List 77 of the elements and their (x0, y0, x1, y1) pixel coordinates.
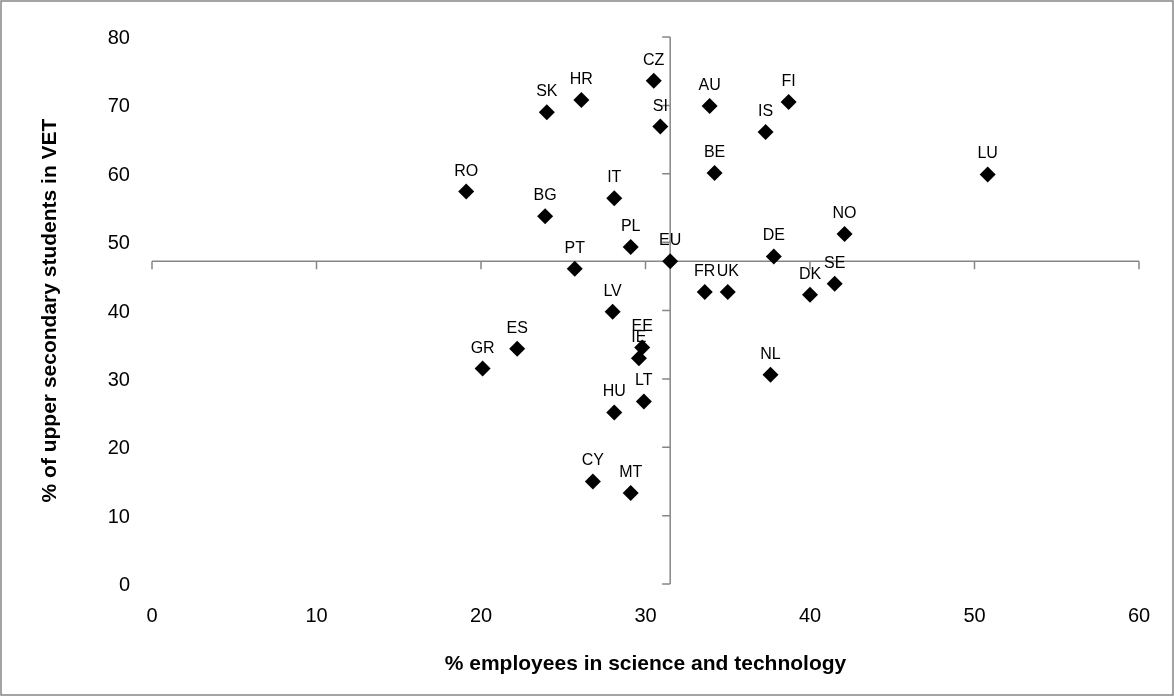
series-label: NO (832, 203, 857, 221)
series-label: LT (635, 371, 653, 389)
point (474, 360, 491, 377)
point (538, 104, 555, 121)
series-label: PL (620, 216, 641, 234)
point (622, 485, 639, 502)
y-tick-label: 70 (107, 94, 130, 117)
x-axis-title: % employees in science and technology (444, 651, 847, 674)
series-label: IT (607, 168, 622, 186)
point (573, 91, 590, 108)
point (719, 284, 736, 301)
series-label: RO (454, 161, 479, 179)
series-label: LU (977, 144, 998, 162)
x-tick-label: 20 (469, 604, 493, 626)
series-label: CZ (643, 50, 665, 68)
series-label: IS (758, 102, 774, 120)
x-tick-label: 10 (305, 604, 328, 626)
y-tick-label: 20 (107, 436, 130, 459)
series-label: HR (569, 69, 593, 87)
point (696, 284, 713, 301)
point (780, 93, 797, 110)
series-label: PT (564, 238, 586, 256)
y-tick-label: 60 (107, 162, 130, 185)
x-tick-label: 40 (798, 604, 822, 626)
series-label: FI (781, 71, 796, 89)
point (836, 225, 853, 242)
point (458, 183, 475, 200)
point (802, 286, 818, 303)
series-label: GR (470, 338, 495, 356)
series-label: UK (716, 262, 740, 280)
y-tick-label: 0 (118, 573, 130, 595)
point (757, 124, 774, 141)
series-label: SK (536, 82, 558, 100)
series-label: SI (652, 96, 668, 114)
point (584, 473, 601, 490)
x-tick-label: 0 (146, 604, 158, 626)
point (537, 208, 554, 225)
series-label: AU (698, 76, 721, 94)
y-tick-label: 40 (107, 299, 130, 322)
series-label: BE (703, 143, 726, 161)
point (762, 366, 779, 383)
series-label: BG (533, 186, 557, 204)
point (566, 260, 583, 277)
y-tick-label: 80 (107, 26, 130, 48)
point (645, 72, 662, 89)
point (652, 118, 669, 135)
point (979, 166, 996, 183)
y-tick-label: 30 (107, 367, 130, 390)
y-tick-label: 10 (107, 504, 130, 527)
x-tick-label: 30 (634, 604, 657, 626)
point (662, 253, 679, 270)
series-label: DE (762, 226, 785, 244)
point (606, 190, 623, 207)
point (706, 165, 723, 182)
point (604, 303, 621, 320)
series-label: DK (798, 264, 822, 282)
series-label: CY (581, 451, 605, 469)
y-axis-title: % of upper secondary students in VET (37, 118, 60, 503)
series-label: SE (824, 253, 846, 271)
point (622, 238, 639, 255)
series-label: LV (603, 281, 623, 299)
series-label: FR (694, 262, 716, 280)
point (635, 393, 652, 410)
series-label: ES (506, 318, 528, 336)
point (701, 98, 718, 115)
point (826, 275, 843, 292)
series-label: EU (659, 231, 682, 249)
x-tick-label: 50 (963, 604, 986, 626)
point (606, 404, 623, 421)
x-tick-label: 60 (1127, 604, 1151, 626)
y-tick-label: 50 (107, 231, 130, 254)
series-label: MT (619, 463, 643, 481)
point (630, 350, 647, 367)
point (765, 248, 782, 265)
series-label: HU (602, 382, 626, 400)
point (509, 340, 526, 357)
series-label: NL (760, 344, 781, 362)
